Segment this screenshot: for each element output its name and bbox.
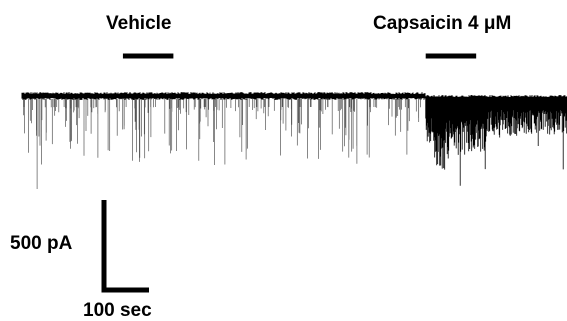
scale-bar-time-label: 100 sec xyxy=(83,300,152,321)
capsaicin-evoked-events xyxy=(425,98,567,186)
scale-bar-amplitude-label: 500 pA xyxy=(10,233,73,254)
vehicle-label: Vehicle xyxy=(106,13,172,34)
spontaneous-events xyxy=(23,99,421,189)
current-trace xyxy=(21,92,567,189)
scale-bar xyxy=(101,200,149,293)
capsaicin-label: Capsaicin 4 μM xyxy=(373,13,512,34)
